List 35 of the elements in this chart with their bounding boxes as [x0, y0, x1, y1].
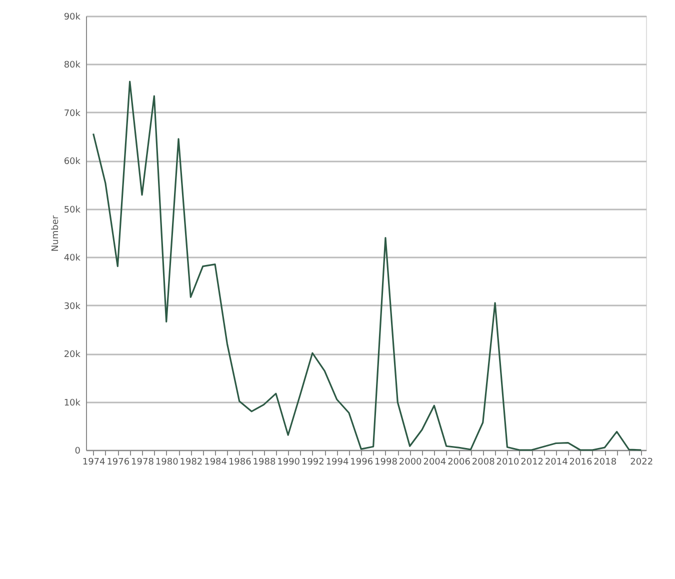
- x-tick-label: 1980: [155, 458, 179, 468]
- x-tick-label: 1984: [204, 458, 228, 468]
- x-tick-label: 2006: [448, 458, 471, 468]
- x-tick-label: 1976: [106, 458, 130, 468]
- y-tick-label: 0: [74, 446, 81, 456]
- x-tick-label: 2022: [630, 458, 654, 468]
- x-tick-label: 2012: [520, 458, 544, 468]
- x-tick-label: 1974: [82, 458, 106, 468]
- y-tick-label: 10k: [64, 398, 82, 408]
- x-tick-label: 1998: [374, 458, 398, 468]
- y-tick-label: 80k: [64, 60, 82, 71]
- y-tick-label: 20k: [64, 350, 82, 360]
- y-tick-label: 50k: [64, 205, 82, 216]
- x-tick-label: 2010: [496, 458, 520, 468]
- y-tick-label: 90k: [64, 12, 82, 22]
- line-series: [92, 80, 642, 451]
- x-tick-label: 2000: [398, 458, 422, 468]
- x-tick-label: 1982: [180, 458, 203, 468]
- x-tick-label: 1996: [350, 458, 374, 468]
- y-axis-title: Number: [50, 215, 61, 252]
- y-tick-label: 60k: [64, 157, 82, 168]
- x-tick-label: 2016: [569, 458, 592, 468]
- x-tick-label: 1990: [277, 458, 300, 468]
- x-tick-label: 2008: [472, 458, 496, 468]
- x-tick-label: 2018: [594, 458, 617, 468]
- y-tick-label: 30k: [64, 302, 82, 312]
- x-tick-label: 1978: [131, 458, 154, 468]
- x-tick-label: 2004: [423, 458, 446, 468]
- y-tick-label: 70k: [64, 108, 82, 119]
- y-tick-label: 40k: [64, 254, 82, 264]
- x-tick-label: 1992: [301, 458, 324, 468]
- x-tick-label: 2014: [544, 458, 568, 468]
- x-tick-label: 1994: [326, 458, 350, 468]
- x-tick-label: 1986: [228, 458, 252, 468]
- x-tick-label: 1988: [252, 458, 276, 468]
